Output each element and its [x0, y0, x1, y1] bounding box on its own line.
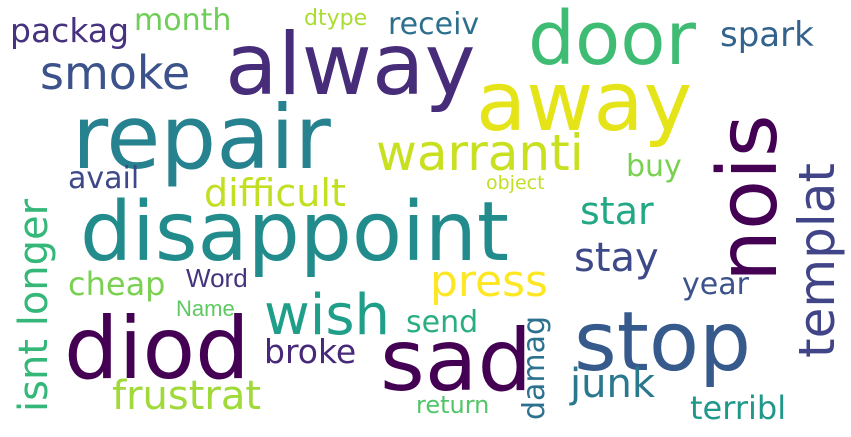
word-receiv: receiv [388, 7, 480, 42]
word-dtype: dtype [304, 6, 368, 31]
word-smoke: smoke [40, 46, 191, 100]
word-buy: buy [626, 149, 682, 184]
word-repair: repair [72, 86, 331, 189]
word-sad: sad [380, 311, 533, 411]
word-nois: nois [701, 114, 796, 282]
word-stop: stop [574, 295, 752, 390]
word-isnt-longer: isnt longer [11, 198, 57, 412]
word-templat: warranti [376, 124, 584, 182]
word-wish: wish [264, 283, 391, 348]
word-diod: diod [64, 299, 250, 399]
word-star: star [580, 189, 654, 233]
word-warranti: templat [788, 163, 846, 358]
word-alway: alway [225, 15, 476, 115]
word-packag: packag [10, 11, 130, 50]
word-door: door [528, 0, 696, 82]
word-name: Name [176, 296, 235, 321]
word-terribl: terribl [690, 389, 787, 427]
word-return: return [416, 391, 490, 419]
word-press: press [430, 256, 548, 307]
word-send: send [406, 305, 479, 340]
word-spark: spark [720, 15, 814, 55]
word-object: object [486, 172, 545, 194]
word-avail: avail [68, 161, 140, 196]
word-broke: broke [264, 332, 357, 371]
word-stay: stay [574, 235, 659, 281]
word-damag: damag [517, 315, 552, 420]
word-word: Word [186, 263, 248, 293]
word-difficult: difficult [204, 171, 346, 215]
word-frustrat: frustrat [112, 373, 262, 419]
word-cheap: cheap [68, 265, 166, 303]
word-year: year [682, 267, 749, 302]
word-month: month [134, 3, 232, 38]
word-disappoint: disappoint [80, 185, 509, 280]
word-junk: junk [570, 361, 655, 407]
word-away: away [476, 55, 693, 150]
